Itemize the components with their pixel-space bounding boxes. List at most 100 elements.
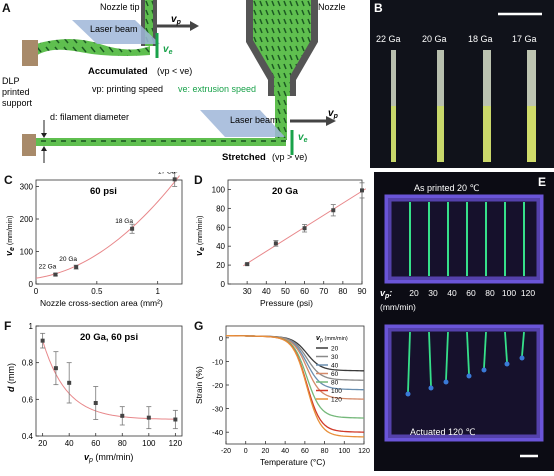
x-tick-label: 40 bbox=[65, 439, 74, 448]
chart-f: 20 Ga, 60 psi vp (mm/min) d (mm) 20 40 60 8… bbox=[6, 322, 183, 464]
speed-label: 20 bbox=[409, 288, 419, 298]
x-tick-label: 60 bbox=[91, 439, 100, 448]
y-tick-label: 20 bbox=[216, 261, 225, 270]
actuated-fiber bbox=[466, 331, 470, 375]
data-point bbox=[67, 380, 72, 385]
panel-f: F 20 Ga, 60 psi vp (mm/min) d (mm) 20 40 6… bbox=[0, 318, 190, 468]
chart-d-title: 20 Ga bbox=[272, 186, 299, 197]
panel-a-schematic: Nozzle tip Nozzle Laser beam Laser beam … bbox=[2, 0, 346, 163]
point-label: 20 Ga bbox=[59, 256, 77, 263]
data-point bbox=[74, 265, 79, 270]
speed-labels: 20 30 40 60 80 100 120 bbox=[409, 288, 535, 298]
gauge-label-18: 18 Ga bbox=[468, 34, 493, 44]
panel-label-c: C bbox=[4, 173, 13, 187]
laser-beam-bottom-label: Laser beam bbox=[230, 115, 278, 125]
strain-series-120 bbox=[225, 334, 365, 438]
y-tick-label: 40 bbox=[216, 242, 225, 251]
panel-e: E As printed 20 ℃ vp: 20 30 40 60 80 100 120 (… bbox=[374, 172, 554, 471]
frame-as-printed bbox=[384, 194, 544, 284]
data-point bbox=[173, 417, 178, 422]
d-definition: d: filament diameter bbox=[50, 112, 129, 122]
actuated-label: Actuated 120 ℃ bbox=[410, 427, 476, 437]
fiber-end bbox=[466, 373, 472, 379]
x-tick-label: 40 bbox=[262, 287, 271, 296]
gauge-label-17: 17 Ga bbox=[512, 34, 537, 44]
fiber-end bbox=[519, 355, 525, 361]
legend-label: 80 bbox=[331, 380, 339, 387]
y-tick-label: 0 bbox=[219, 334, 223, 343]
actuated-fiber bbox=[445, 331, 449, 381]
data-point bbox=[120, 413, 125, 418]
legend-label: 20 bbox=[331, 346, 339, 353]
chart-f-title: 20 Ga, 60 psi bbox=[80, 332, 138, 343]
actuated-fiber bbox=[483, 331, 487, 369]
nozzle-tip-label: Nozzle tip bbox=[100, 2, 140, 12]
panel-e-photo: As printed 20 ℃ vp: 20 30 40 60 80 100 120 (mm… bbox=[380, 183, 544, 458]
actuated-fiber bbox=[407, 331, 411, 393]
x-tick-label: 20 bbox=[262, 448, 270, 455]
fiber-end bbox=[443, 379, 449, 385]
laser-beam-bottom bbox=[200, 110, 285, 137]
legend-label: 100 bbox=[331, 388, 342, 395]
x-tick-label: 50 bbox=[281, 287, 290, 296]
chart-f-ylabel: d (mm) bbox=[6, 363, 16, 392]
panel-a: A bbox=[0, 0, 365, 170]
e-vp-label: vp: bbox=[380, 288, 392, 300]
e-unit-label: (mm/min) bbox=[380, 302, 416, 312]
actuated-fiber bbox=[521, 331, 525, 357]
point-label: 17 Ga bbox=[158, 172, 176, 175]
ve-definition: ve: extrusion speed bbox=[178, 84, 256, 94]
fiber-end bbox=[405, 391, 411, 397]
filament-stretched bbox=[34, 138, 286, 146]
data-point bbox=[245, 262, 250, 267]
y-tick-label: 60 bbox=[216, 223, 225, 232]
x-tick-label: 30 bbox=[243, 287, 252, 296]
point-label: 22 Ga bbox=[39, 264, 57, 271]
y-tick-label: 0 bbox=[29, 280, 34, 289]
y-tick-label: 300 bbox=[20, 183, 34, 192]
stretched-condition: (vp > ve) bbox=[272, 152, 307, 162]
chart-f-xlabel: vp (mm/min) bbox=[84, 452, 133, 464]
x-tick-label: 60 bbox=[300, 287, 309, 296]
x-tick-label: 60 bbox=[301, 448, 309, 455]
x-tick-label: 120 bbox=[358, 448, 370, 455]
chart-d-ylabel: ve (mm/min) bbox=[194, 216, 206, 256]
panel-label-f: F bbox=[4, 319, 12, 333]
x-tick-label: 90 bbox=[358, 287, 367, 296]
panel-g: G Temperature (°C) Strain (%) vp (mm/min… bbox=[190, 318, 370, 468]
chart-g-xlabel: Temperature (°C) bbox=[260, 457, 325, 467]
fit-line bbox=[35, 175, 180, 279]
speed-label: 40 bbox=[447, 288, 457, 298]
y-tick-label: 1 bbox=[29, 322, 34, 331]
legend-label: 30 bbox=[331, 354, 339, 361]
frame-actuated bbox=[384, 324, 544, 442]
y-tick-label: 200 bbox=[20, 215, 34, 224]
as-printed-fibers bbox=[409, 202, 525, 276]
legend-label: 40 bbox=[331, 363, 339, 370]
gauge-label-20: 20 Ga bbox=[422, 34, 447, 44]
y-tick-label: -40 bbox=[212, 428, 223, 437]
panel-label-a: A bbox=[2, 1, 11, 15]
dlp-support-label-3: support bbox=[2, 98, 33, 108]
x-tick-label: 100 bbox=[338, 448, 350, 455]
fiber-end bbox=[428, 385, 434, 391]
y-tick-label: 0.6 bbox=[22, 395, 34, 404]
x-tick-label: 0 bbox=[244, 448, 248, 455]
x-tick-label: 0.5 bbox=[91, 287, 103, 296]
chart-g-legend-title: vp (mm/min) bbox=[316, 335, 348, 344]
speed-label: 80 bbox=[485, 288, 495, 298]
x-tick-label: -20 bbox=[221, 448, 231, 455]
data-point bbox=[53, 272, 58, 277]
speed-label: 60 bbox=[466, 288, 476, 298]
gauge-label-22: 22 Ga bbox=[376, 34, 401, 44]
legend-label: 60 bbox=[331, 371, 339, 378]
data-point bbox=[146, 415, 151, 420]
y-tick-label: -10 bbox=[212, 357, 223, 366]
x-tick-label: 120 bbox=[169, 439, 183, 448]
data-point bbox=[53, 366, 58, 371]
y-tick-label: 100 bbox=[212, 185, 226, 194]
data-point bbox=[273, 241, 278, 246]
x-tick-label: 70 bbox=[319, 287, 328, 296]
x-tick-label: 1 bbox=[155, 287, 160, 296]
chart-c-ylabel: ve (mm/min) bbox=[4, 216, 16, 256]
